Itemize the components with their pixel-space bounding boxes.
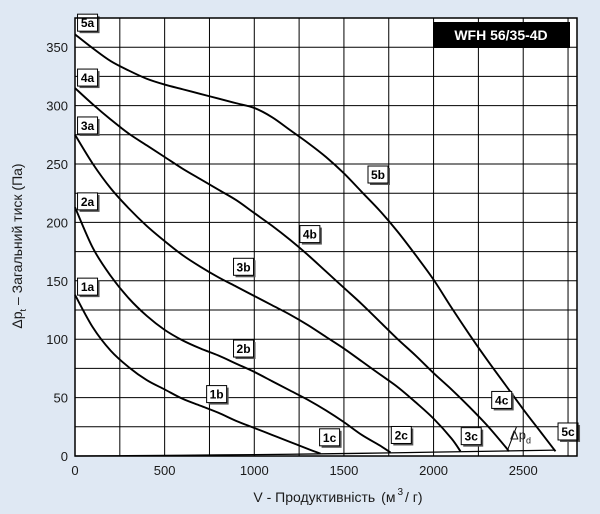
x-tick-label: 1000 bbox=[240, 463, 269, 478]
x-tick-label: 500 bbox=[154, 463, 176, 478]
series-line-5 bbox=[74, 33, 557, 452]
x-tick-label: 1500 bbox=[329, 463, 358, 478]
x-tick-label: 2000 bbox=[419, 463, 448, 478]
curve-labels: 5a 4a 3a 2a 1a 5b 4b 3b 2b 1b 1c 2c 3c 4c 5c Δpd bbox=[77, 13, 581, 448]
x-axis-title: V - Продуктивність (м 3/ г) bbox=[253, 487, 422, 505]
x-tick-label: 2500 bbox=[509, 463, 538, 478]
curve-label-1c: 1c bbox=[319, 428, 342, 448]
chart-title-box: WFH 56/35-4D bbox=[433, 22, 570, 48]
curve-label-2b: 2b bbox=[233, 339, 256, 360]
curve-label-text: 1a bbox=[81, 280, 95, 294]
curve-label-text: 5c bbox=[561, 425, 575, 439]
curve-label-4b: 4b bbox=[299, 225, 322, 245]
curve-label-4a: 4a bbox=[77, 68, 100, 89]
curve-label-text: 5b bbox=[371, 168, 385, 182]
curve-label-1b: 1b bbox=[206, 385, 229, 405]
tick-labels: 0 500 1000 1500 2000 2500 0 50 100 150 200 250 300 35… bbox=[46, 40, 537, 478]
y-tick-label: 100 bbox=[46, 332, 68, 347]
y-tick-label: 0 bbox=[61, 449, 68, 464]
curve-label-5a: 5a bbox=[77, 13, 100, 34]
y-tick-label: 250 bbox=[46, 157, 68, 172]
y-tick-label: 300 bbox=[46, 99, 68, 114]
curve-label-text: 3b bbox=[237, 260, 251, 274]
x-axis-unit-close: / г) bbox=[405, 489, 423, 505]
curve-label-3c: 3c bbox=[460, 427, 484, 447]
curve-label-text: 1c bbox=[323, 431, 337, 445]
curve-label-1a: 1a bbox=[77, 277, 100, 298]
series-line-3 bbox=[74, 134, 462, 452]
x-axis-unit-open: (м bbox=[381, 489, 395, 505]
y-axis-title-symbol: Δp bbox=[9, 311, 25, 328]
chart-title: WFH 56/35-4D bbox=[454, 27, 547, 43]
y-tick-label: 200 bbox=[46, 215, 68, 230]
curve-label-3a: 3a bbox=[77, 116, 100, 136]
y-tick-label: 50 bbox=[54, 391, 68, 406]
series-line-1 bbox=[74, 294, 321, 455]
curve-label-2c: 2c bbox=[390, 425, 414, 446]
x-axis-unit-superscript: 3 bbox=[397, 487, 403, 498]
curve-label-5b: 5b bbox=[367, 165, 390, 186]
curve-label-text: 4a bbox=[81, 71, 95, 85]
curve-label-text: 5a bbox=[81, 16, 95, 30]
dynamic-pressure-label: Δpd bbox=[510, 428, 531, 446]
y-axis-title-text: – Загальний тиск (Па) bbox=[9, 163, 25, 309]
curve-label-2a: 2a bbox=[77, 192, 100, 212]
curve-label-text: 3a bbox=[81, 119, 95, 133]
plot-frame bbox=[74, 17, 578, 457]
curve-label-text: 4b bbox=[303, 228, 317, 242]
curve-label-text: 3c bbox=[465, 430, 479, 444]
y-tick-label: 150 bbox=[46, 274, 68, 289]
series-line-2 bbox=[74, 206, 392, 454]
series-line-4 bbox=[74, 87, 510, 452]
curve-label-text: 2c bbox=[395, 428, 409, 442]
y-axis-title-subscript: t bbox=[18, 308, 28, 311]
x-axis-title-main: V - Продуктивність bbox=[253, 489, 375, 505]
curve-label-4c: 4c bbox=[491, 390, 514, 411]
curve-label-text: 4c bbox=[495, 393, 509, 407]
dp-pointer-line bbox=[506, 426, 517, 452]
curve-label-text: 2b bbox=[237, 342, 251, 356]
plot-area bbox=[75, 18, 577, 456]
x-tick-label: 0 bbox=[71, 463, 78, 478]
curve-label-text: 2a bbox=[81, 195, 95, 209]
y-axis-title: Δpt – Загальний тиск (Па) bbox=[9, 163, 28, 328]
curve-label-5c: 5c bbox=[557, 422, 581, 442]
curve-label-3b: 3b bbox=[233, 257, 256, 278]
y-tick-label: 350 bbox=[46, 40, 68, 55]
curve-label-text: 1b bbox=[210, 388, 224, 402]
